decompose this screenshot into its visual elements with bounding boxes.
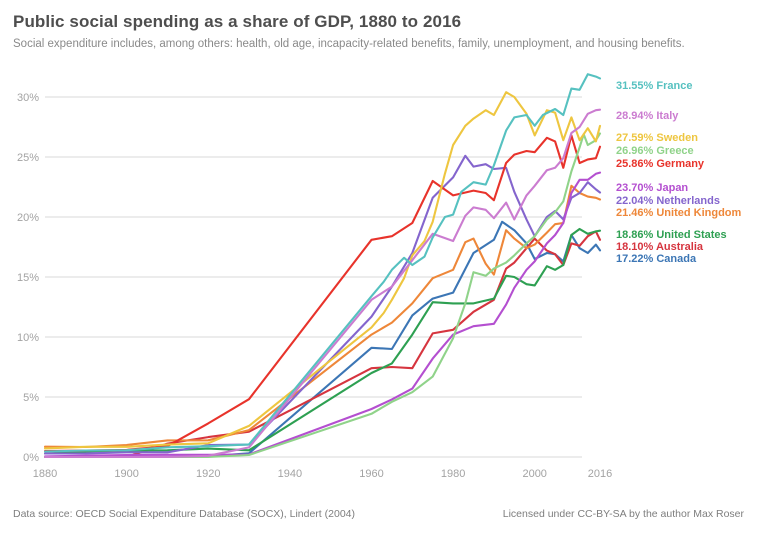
legend-item-canada: 17.22% Canada xyxy=(616,253,697,265)
x-axis-tick-label: 1880 xyxy=(33,468,57,480)
y-axis-tick-label: 10% xyxy=(17,332,39,344)
x-axis-tick-label: 1940 xyxy=(278,468,302,480)
y-axis-tick-label: 5% xyxy=(23,392,39,404)
series-line-greece xyxy=(43,132,602,459)
legend-item-netherlands: 22.04% Netherlands xyxy=(616,195,720,207)
y-axis-tick-label: 30% xyxy=(17,92,39,104)
chart-legend: 31.55% France 28.94% Italy 27.59% Sweden 26… xyxy=(616,0,757,480)
series-line-germany xyxy=(43,134,602,453)
footer-source: Data source: OECD Social Expenditure Dat… xyxy=(13,508,355,520)
series-line-canada xyxy=(43,220,602,459)
series-line-sweden xyxy=(43,91,602,450)
legend-item-france: 31.55% France xyxy=(616,80,693,92)
series-line-australia xyxy=(43,230,602,459)
x-axis-tick-label: 2000 xyxy=(522,468,546,480)
y-axis-tick-label: 25% xyxy=(17,152,39,164)
legend-item-italy: 28.94% Italy xyxy=(616,110,679,122)
x-axis-tick-label: 2016 xyxy=(588,468,612,480)
x-axis-tick-label: 1900 xyxy=(114,468,138,480)
series-line-united-states xyxy=(43,227,602,455)
legend-item-united-states: 18.86% United States xyxy=(616,229,727,241)
y-axis-tick-label: 0% xyxy=(23,452,39,464)
chart-title: Public social spending as a share of GDP… xyxy=(13,12,462,31)
legend-item-australia: 18.10% Australia xyxy=(616,241,704,253)
legend-item-united-kingdom: 21.46% United Kingdom xyxy=(616,207,742,219)
series-line-united-kingdom xyxy=(43,184,602,449)
legend-item-germany: 25.86% Germany xyxy=(616,158,705,170)
x-axis-tick-label: 1980 xyxy=(441,468,465,480)
chart-subtitle: Social expenditure includes, among other… xyxy=(13,38,685,50)
legend-item-greece: 26.96% Greece xyxy=(616,145,694,157)
y-axis-tick-label: 20% xyxy=(17,212,39,224)
x-axis-tick-label: 1920 xyxy=(196,468,220,480)
y-axis-tick-label: 15% xyxy=(17,272,39,284)
series-line-france xyxy=(43,73,602,453)
series-line-italy xyxy=(43,108,602,459)
x-axis-tick-label: 1960 xyxy=(359,468,383,480)
legend-item-sweden: 27.59% Sweden xyxy=(616,132,698,144)
footer-license: Licensed under CC-BY-SA by the author Ma… xyxy=(502,508,744,520)
legend-item-japan: 23.70% Japan xyxy=(616,182,689,194)
